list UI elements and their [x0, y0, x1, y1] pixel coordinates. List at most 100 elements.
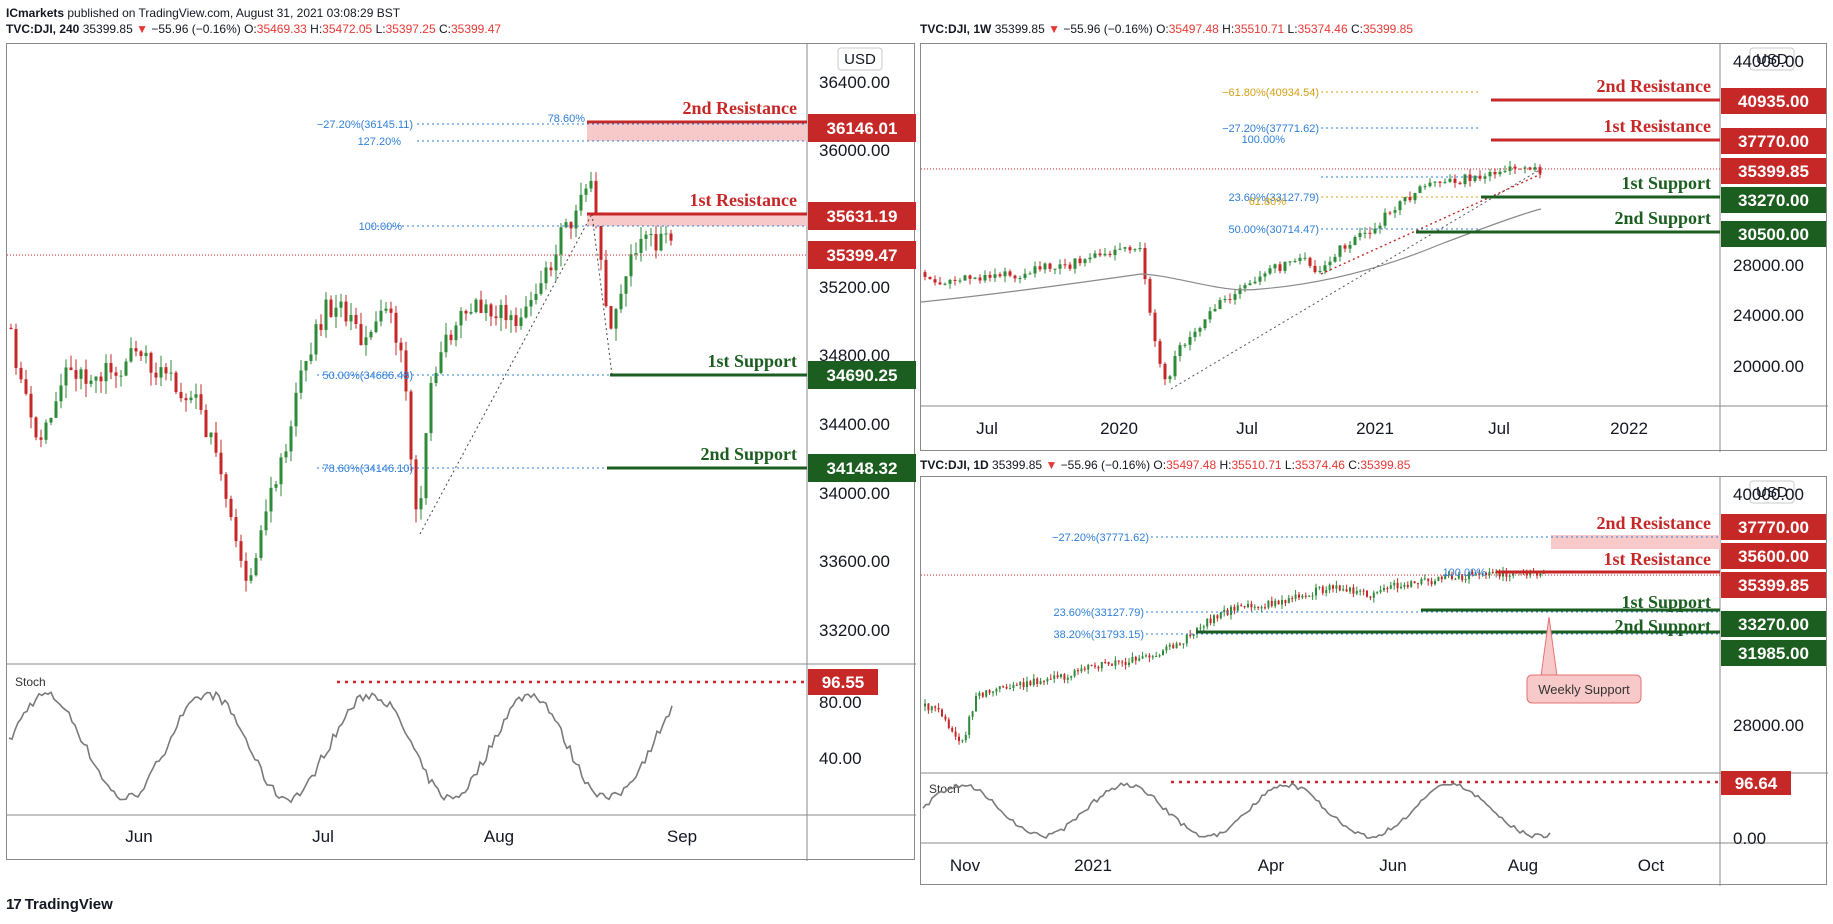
- candle-body: [1162, 650, 1164, 656]
- candle-body: [930, 706, 933, 711]
- trend-line: [591, 213, 613, 376]
- candle-body: [1378, 225, 1382, 229]
- close: 35399.85: [1360, 458, 1411, 472]
- candle-body: [1088, 257, 1092, 260]
- fib-label: 38.20%(31793.15): [1053, 629, 1144, 641]
- candle-body: [1270, 600, 1273, 606]
- candle-body: [1058, 264, 1062, 269]
- candle-body: [289, 426, 293, 452]
- candle-body: [1301, 595, 1304, 598]
- candle-body: [1216, 615, 1219, 619]
- candle-body: [639, 238, 643, 253]
- open: 35497.48: [1166, 458, 1217, 472]
- candle-body: [1233, 606, 1236, 611]
- candle-body: [174, 372, 178, 393]
- candle-body: [1056, 675, 1059, 678]
- stoch-value-box: [1721, 771, 1791, 795]
- candle-body: [219, 452, 223, 475]
- candle-body: [1304, 595, 1307, 597]
- candle-body: [1403, 197, 1407, 202]
- candle-body: [1529, 572, 1532, 576]
- y-tick: 0.00: [1733, 829, 1766, 848]
- candle-body: [239, 541, 243, 561]
- resistance-2-label: 2nd Resistance: [682, 98, 797, 118]
- candle-body: [524, 306, 528, 318]
- candle-body: [369, 331, 373, 338]
- candle-body: [1353, 237, 1357, 245]
- candle-body: [975, 695, 977, 712]
- candle-body: [434, 372, 438, 384]
- d1-chart-panel[interactable]: USD 40000.00 28000.00 0.00 Nov 2021 Apr Jun Aug O…: [920, 476, 1828, 886]
- candle-body: [64, 367, 68, 386]
- candle-body: [1250, 603, 1253, 608]
- open: 35497.48: [1168, 22, 1219, 36]
- y-tick: 36000.00: [819, 141, 890, 160]
- w1-chart-panel[interactable]: USD 44000.00 28000.00 24000.00 20000.00 Jul 20…: [920, 43, 1828, 452]
- candle-body: [1087, 664, 1090, 670]
- resistance-2-label: 2nd Resistance: [1596, 513, 1711, 533]
- candle-body: [927, 703, 930, 711]
- candle-body: [404, 350, 408, 392]
- candle-body: [474, 299, 478, 313]
- candle-body: [1483, 176, 1487, 179]
- candle-body: [389, 308, 393, 313]
- candle-body: [29, 393, 33, 418]
- candle-body: [1400, 586, 1402, 589]
- candle-body: [1420, 578, 1423, 584]
- candle-body: [1260, 607, 1263, 609]
- candle-body: [94, 376, 98, 381]
- candle-body: [998, 686, 1001, 689]
- close: 35399.47: [450, 22, 502, 36]
- candle-body: [354, 315, 358, 325]
- d1-header: TVC:DJI, 1D 35399.85 ▼ −55.96 (−0.16%) O…: [920, 458, 1411, 472]
- x-tick: Oct: [1638, 856, 1665, 875]
- candle-body: [129, 348, 133, 362]
- candle-body: [664, 233, 668, 235]
- candle-body: [963, 275, 967, 281]
- candle-body: [499, 304, 503, 319]
- candle-body: [1366, 590, 1368, 597]
- candle-body: [1182, 643, 1185, 645]
- candle-body: [624, 276, 628, 294]
- candle-body: [1359, 590, 1362, 592]
- candle-body: [1443, 181, 1447, 183]
- h4-chart-panel[interactable]: USD 36400.00 36000.00 35200.00 34800.00 34400…: [6, 43, 916, 861]
- candle-body: [284, 451, 288, 458]
- candle-body: [1202, 626, 1205, 628]
- candle-body: [1488, 172, 1492, 177]
- candle-body: [1273, 264, 1277, 269]
- support-2-label: 2nd Support: [1614, 616, 1711, 636]
- resistance-1-label: 1st Resistance: [1604, 116, 1711, 136]
- candle-body: [998, 274, 1002, 277]
- candle-body: [1463, 174, 1467, 185]
- candle-body: [1438, 181, 1442, 183]
- support-1-price-box: [1721, 611, 1826, 637]
- candle-body: [89, 380, 93, 384]
- x-tick: Sep: [667, 827, 697, 846]
- candle-body: [489, 304, 493, 317]
- candle-body: [1077, 670, 1079, 672]
- candle-body: [1491, 571, 1494, 574]
- candle-body: [1111, 664, 1113, 666]
- candle-body: [1038, 266, 1042, 270]
- candle-body: [1172, 644, 1175, 649]
- candle-body: [1073, 670, 1076, 677]
- candle-body: [1098, 253, 1102, 256]
- candle-body: [414, 459, 418, 510]
- candle-body: [529, 299, 533, 307]
- candle-body: [384, 308, 388, 311]
- candle-body: [1117, 660, 1120, 662]
- callout-pointer: [1540, 616, 1558, 677]
- candle-body: [1423, 186, 1427, 188]
- candle-body: [1406, 584, 1409, 587]
- candle-body: [424, 433, 428, 499]
- candle-body: [1468, 174, 1472, 181]
- tradingview-brand[interactable]: 17 TradingView: [6, 896, 113, 913]
- candle-body: [944, 716, 947, 720]
- support-1-price-box: [1721, 187, 1826, 213]
- candle-body: [134, 348, 138, 352]
- candle-body: [539, 283, 543, 294]
- candle-body: [344, 301, 348, 322]
- y-tick: 28000.00: [1733, 256, 1804, 275]
- candle-body: [544, 267, 548, 284]
